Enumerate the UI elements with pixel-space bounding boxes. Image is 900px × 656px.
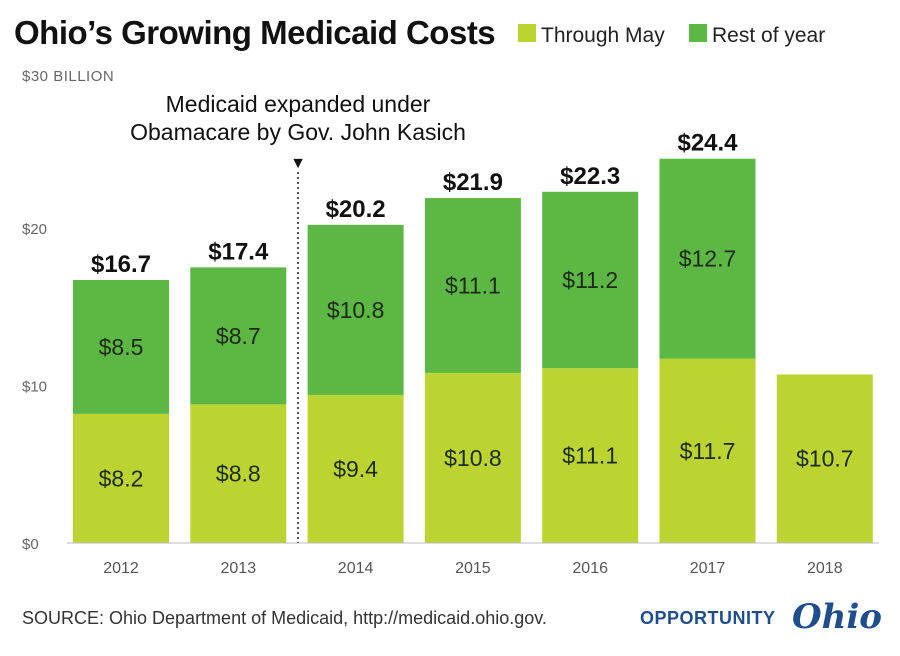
annotation-line-1: Medicaid expanded under: [166, 91, 431, 117]
bar-segment-through-may-2017: [659, 358, 756, 543]
legend-label-through-may: Through May: [541, 24, 665, 47]
source-note: SOURCE: Ohio Department of Medicaid, htt…: [22, 608, 547, 628]
total-label-2013: $17.4: [208, 238, 269, 265]
legend-swatch-through-may: [518, 24, 536, 42]
y-axis-ticks: $0 $10 $20: [22, 221, 47, 553]
segment-label-through-may-2018: $10.7: [796, 446, 854, 472]
bar-segment-through-may-2015: [424, 372, 521, 543]
segment-label-through-may-2015: $10.8: [444, 445, 502, 471]
bar-segment-rest-of-year-2016: [542, 191, 639, 369]
bar-segment-rest-of-year-2014: [307, 224, 404, 395]
bar-segment-rest-of-year-2015: [424, 198, 521, 373]
segment-label-rest-of-year-2016: $11.2: [562, 267, 618, 293]
total-label-2016: $22.3: [560, 163, 620, 190]
annotation-line-2: Obamacare by Gov. John Kasich: [130, 119, 466, 145]
segment-label-through-may-2012: $8.2: [99, 465, 144, 491]
legend: Through May Rest of year: [518, 24, 825, 47]
total-label-2014: $20.2: [326, 196, 386, 223]
segment-label-rest-of-year-2014: $10.8: [327, 297, 385, 323]
bar-segment-rest-of-year-2012: [73, 279, 169, 414]
brand-script-ohio: Ohio: [792, 597, 882, 637]
segment-label-rest-of-year-2012: $8.5: [99, 334, 144, 360]
legend-label-rest-of-year: Rest of year: [712, 24, 825, 47]
brand-wordmark: OPPORTUNITY: [640, 608, 776, 628]
x-tick-label-2014: 2014: [338, 560, 374, 577]
bar-segment-rest-of-year-2017: [659, 158, 756, 359]
bar-segment-through-may-2013: [190, 404, 287, 543]
bar-segment-rest-of-year-2013: [190, 267, 287, 405]
segment-label-rest-of-year-2017: $12.7: [679, 246, 737, 272]
x-tick-label-2013: 2013: [221, 560, 257, 577]
bars: [73, 158, 873, 543]
bar-segment-through-may-2014: [307, 394, 404, 543]
segment-label-through-may-2017: $11.7: [680, 438, 736, 464]
total-label-2017: $24.4: [677, 130, 738, 157]
segment-labels: $8.2 $8.5 $8.8 $8.7 $9.4 $10.8 $10.8 $11.1 $11.1…: [99, 246, 854, 492]
segment-label-rest-of-year-2015: $11.1: [445, 272, 501, 298]
bar-segment-through-may-2018: [776, 374, 873, 543]
total-label-2015: $21.9: [443, 169, 503, 196]
total-labels: $16.7 $17.4 $20.2 $21.9 $22.3 $24.4: [91, 130, 738, 278]
x-tick-label-2015: 2015: [455, 560, 491, 577]
y-tick-label: $20: [22, 221, 47, 238]
bar-segment-through-may-2016: [542, 368, 639, 543]
total-label-2012: $16.7: [91, 251, 151, 278]
segment-label-through-may-2014: $9.4: [333, 456, 378, 482]
chart-title: Ohio’s Growing Medicaid Costs: [14, 14, 495, 51]
segment-label-through-may-2016: $11.1: [562, 443, 618, 469]
y-tick-label: $0: [22, 536, 39, 553]
x-tick-label-2012: 2012: [103, 560, 139, 577]
bar-segment-through-may-2012: [73, 413, 169, 543]
expansion-annotation: Medicaid expanded under Obamacare by Gov…: [130, 91, 466, 543]
x-tick-label-2017: 2017: [690, 560, 726, 577]
y-axis-unit-label: $30 BILLION: [22, 68, 114, 85]
segment-label-through-may-2013: $8.8: [216, 461, 261, 487]
x-tick-label-2016: 2016: [572, 560, 608, 577]
x-axis-ticks: 2012 2013 2014 2015 2016 2017 2018: [103, 560, 842, 577]
legend-swatch-rest-of-year: [689, 24, 707, 42]
y-tick-label: $10: [22, 379, 47, 396]
segment-label-rest-of-year-2013: $8.7: [216, 323, 261, 349]
brand-logo: OPPORTUNITY Ohio: [640, 597, 882, 637]
annotation-arrow-icon: ▼: [290, 155, 306, 172]
x-tick-label-2018: 2018: [807, 560, 843, 577]
